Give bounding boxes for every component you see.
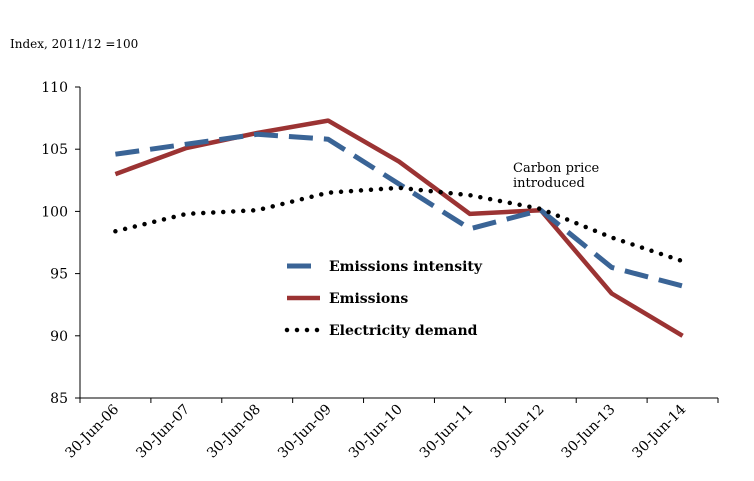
- x-tick-label: 30-Jun-14: [629, 401, 689, 461]
- legend-label: Emissions intensity: [329, 259, 483, 275]
- annotation-text: Carbon price: [513, 161, 600, 176]
- series-line-electricity-demand: [113, 185, 685, 264]
- y-tick-label: 85: [50, 391, 68, 407]
- y-tick-label: 110: [41, 80, 68, 96]
- x-tick-label: 30-Jun-08: [204, 402, 264, 462]
- y-tick-label: 95: [50, 267, 68, 283]
- legend: Emissions intensity Emissions Electricity …: [284, 259, 483, 339]
- x-tick-label: 30-Jun-13: [559, 402, 619, 462]
- legend-label: Electricity demand: [329, 323, 478, 339]
- x-axis-ticks: 30-Jun-06 30-Jun-07 30-Jun-08 30-Jun-09 30-J…: [62, 398, 719, 462]
- x-tick-label: 30-Jun-10: [346, 402, 406, 462]
- y-tick-label: 90: [50, 329, 68, 345]
- y-axis-title: Index, 2011/12 =100: [10, 37, 138, 51]
- x-tick-label: 30-Jun-11: [417, 402, 477, 462]
- y-tick-label: 105: [41, 142, 68, 158]
- x-tick-label: 30-Jun-07: [133, 402, 193, 462]
- y-axis-ticks: 85 90 95 100 105 110: [41, 80, 80, 407]
- series-line-emissions-intensity: [115, 131, 684, 289]
- x-tick-label: 30-Jun-06: [62, 401, 122, 461]
- x-tick-label: 30-Jun-12: [488, 402, 548, 462]
- annotation-text: introduced: [513, 176, 585, 191]
- y-tick-label: 100: [41, 204, 68, 220]
- series-line-emissions: [114, 118, 684, 338]
- x-tick-label: 30-Jun-09: [275, 402, 335, 462]
- legend-label: Emissions: [329, 291, 408, 307]
- series-lines: [113, 118, 685, 338]
